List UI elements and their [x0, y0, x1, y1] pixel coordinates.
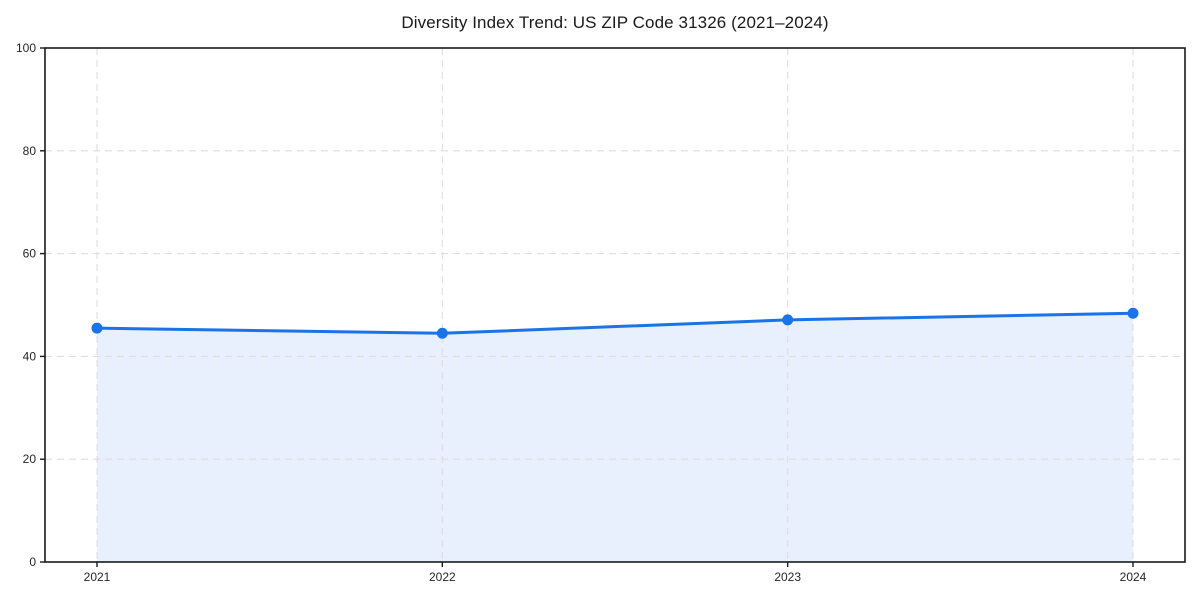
y-tick-label: 60 [23, 247, 37, 261]
x-tick-label: 2022 [429, 570, 456, 584]
y-tick-label: 100 [16, 41, 36, 55]
area-fill [97, 313, 1133, 562]
x-tick-label: 2023 [774, 570, 801, 584]
chart-title: Diversity Index Trend: US ZIP Code 31326… [401, 13, 829, 32]
data-point-2022 [436, 327, 448, 339]
data-point-2024 [1127, 307, 1139, 319]
plot-border [44, 47, 1186, 563]
y-tick-label: 40 [23, 349, 37, 363]
y-tick-label: 80 [23, 144, 37, 158]
x-tick-label: 2024 [1120, 570, 1147, 584]
data-point-2021 [91, 322, 103, 334]
y-tick-label: 20 [23, 452, 37, 466]
y-tick-label: 0 [29, 555, 36, 569]
trend-line [95, 311, 1135, 335]
data-point-2023 [782, 314, 794, 326]
x-tick-label: 2021 [84, 570, 111, 584]
